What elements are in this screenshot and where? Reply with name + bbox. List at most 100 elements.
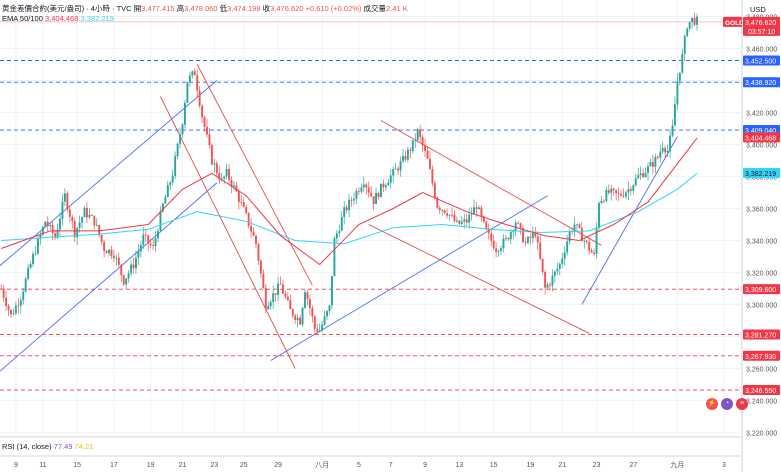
candle-body: [68, 209, 71, 217]
y-tick-label: 3,240.000: [746, 399, 777, 406]
candle-body: [546, 284, 549, 288]
candle-body: [551, 275, 554, 286]
candle-body: [252, 231, 255, 236]
candle-body: [509, 231, 512, 240]
trendline: [368, 224, 590, 334]
candle-body: [576, 224, 578, 226]
candle-body: [73, 221, 76, 238]
y-tick-label: 3,360.000: [746, 207, 777, 214]
candle-body: [220, 178, 223, 180]
candle-body: [647, 166, 649, 173]
candle-body: [585, 240, 588, 243]
candle-body: [607, 190, 610, 193]
candle-body: [375, 192, 377, 205]
candle-body: [88, 214, 91, 218]
ema100-value: 3,382.219: [80, 14, 114, 23]
x-tick-label: 3: [722, 462, 726, 469]
time-axis[interactable]: 9 11 15 17 19 21 23 25 29 八月 5 7 9 13 15 19 21 23 27 九月 3: [14, 460, 726, 469]
candle-body: [688, 22, 691, 29]
x-tick-label: 15: [73, 462, 81, 469]
candle-body: [651, 162, 654, 167]
candle-body: [154, 238, 157, 247]
candle-body: [536, 236, 539, 243]
candle-body: [54, 233, 57, 238]
candle-body: [664, 147, 667, 153]
candle-body: [159, 211, 162, 232]
candle-body: [453, 214, 456, 222]
candle-body: [460, 221, 463, 224]
candle-body: [382, 183, 385, 188]
candle-body: [323, 316, 326, 325]
candle-body: [416, 129, 419, 140]
candle-body: [590, 250, 593, 253]
candle-body: [5, 297, 8, 307]
candle-body: [132, 264, 135, 269]
candle-body: [671, 125, 674, 136]
candle-body: [514, 222, 517, 231]
flag-icon[interactable]: ≡: [736, 398, 748, 410]
candle-body: [556, 268, 559, 272]
candle-body: [17, 305, 20, 307]
candle-body: [71, 216, 74, 222]
x-tick-label: 25: [240, 462, 248, 469]
candle-body: [656, 156, 659, 158]
candle-body: [411, 140, 414, 151]
symbol-badge: [723, 16, 742, 27]
candle-body: [696, 16, 698, 25]
candle-body: [470, 214, 473, 216]
ema50-value: 3,404.468: [44, 14, 79, 23]
candle-body: [678, 72, 681, 81]
candle-body: [321, 324, 324, 331]
candle-body: [37, 238, 39, 254]
calendar-icon[interactable]: ◔: [721, 398, 733, 410]
candle-body: [441, 210, 444, 211]
close-label: 收: [262, 4, 271, 13]
x-tick-label: 29: [274, 462, 282, 469]
candle-body: [245, 207, 248, 213]
lightning-icon[interactable]: ⚡: [706, 398, 718, 410]
candle-body: [142, 234, 145, 245]
symbol-title: 黄金差價合約(美元/盎司) · 4小時 · TVC: [2, 4, 132, 13]
candle-body: [98, 224, 101, 235]
candle-body: [512, 230, 515, 232]
candle-body: [112, 255, 115, 259]
open-label: 開: [133, 4, 142, 13]
candle-body: [598, 203, 600, 229]
candle-body: [392, 168, 395, 176]
candle-body: [250, 225, 253, 232]
symbol-legend: 黄金差價合約(美元/盎司) · 4小時 · TVC 開3,477.415 高3,…: [2, 3, 408, 14]
candle-body: [164, 197, 167, 204]
candle-body: [372, 196, 375, 205]
candle-body: [264, 287, 267, 310]
price-badge: [743, 284, 780, 295]
ema-legend[interactable]: EMA 50/100 3,404.468 3,382.219: [2, 14, 114, 23]
candle-body: [534, 232, 537, 237]
candle-body: [465, 219, 468, 223]
candle-body: [490, 233, 493, 241]
candle-body: [0, 288, 3, 290]
symbol-badge-label: GOLD: [725, 20, 744, 27]
candle-body: [115, 257, 118, 259]
candle-body: [402, 156, 404, 162]
candle-body: [578, 224, 581, 228]
candle-body: [171, 175, 174, 183]
x-tick-label: 23: [593, 462, 601, 469]
candle-body: [186, 82, 189, 103]
candle-body: [639, 173, 642, 176]
rsi-legend[interactable]: RSI (14, close) 77.49 74.21: [2, 442, 93, 451]
candle-body: [316, 328, 319, 332]
candle-body: [230, 179, 233, 187]
candle-body: [174, 156, 177, 176]
candle-body: [237, 191, 240, 202]
candle-body: [191, 71, 194, 76]
price-axis[interactable]: 3,220.0003,240.0003,260.0003,280.0003,30…: [746, 15, 777, 438]
candle-body: [384, 185, 387, 188]
candle-body: [233, 185, 235, 187]
candle-body: [313, 316, 316, 329]
candle-body: [301, 307, 304, 325]
price-badge: [743, 55, 780, 66]
ema-lines: [1, 137, 698, 266]
price-badge: [743, 329, 780, 340]
candle-body: [622, 195, 625, 197]
